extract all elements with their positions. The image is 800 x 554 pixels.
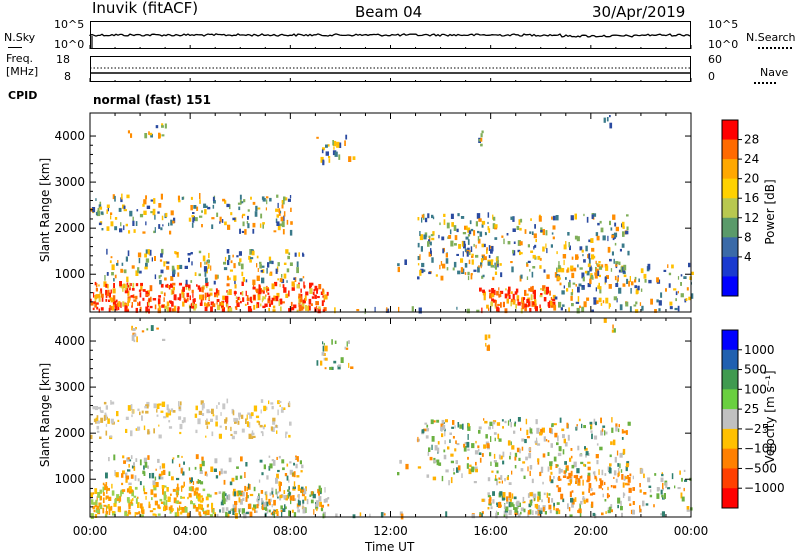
power-colorbar-swatch (722, 256, 738, 277)
power-colorbar-tick-label: 28 (744, 133, 759, 147)
power-ytick-label: 2000 (54, 221, 85, 235)
date-label: 30/Apr/2019 (592, 3, 686, 21)
velocity-colorbar-tick-label: −500 (744, 461, 777, 475)
velocity-colorbar-tick-label: 100 (744, 382, 767, 396)
xaxis-label: Time UT (365, 540, 415, 554)
velocity-colorbar-swatch (722, 389, 738, 410)
velocity-colorbar-swatch (722, 428, 738, 450)
nave-dotted-line (754, 82, 776, 84)
power-colorbar-swatch (722, 178, 738, 199)
velocity-echo-cells (90, 318, 693, 520)
velocity-ytick-label: 2000 (54, 426, 85, 440)
power-colorbar-swatch (722, 198, 738, 219)
nave-label: Nave (760, 66, 789, 79)
velocity-colorbar-tick-label: −100 (744, 442, 777, 456)
velocity-colorbar-swatch (722, 448, 738, 469)
station-title: Inuvik (fitACF) (92, 0, 199, 17)
velocity-colorbar-swatch (722, 369, 738, 390)
power-colorbar-frame (721, 119, 739, 297)
power-ytick-label: 4000 (54, 129, 85, 143)
nsky-left-top: 10^5 (54, 18, 85, 31)
power-colorbar-swatch (722, 276, 738, 297)
power-colorbar-tick-label: 16 (744, 191, 759, 205)
power-ylabel: Slant Range [km] (38, 157, 52, 263)
power-echo-cells (90, 115, 694, 315)
velocity-colorbar-label: Velocity [m s⁻¹] (763, 370, 777, 464)
velocity-colorbar-tick-label: −1000 (744, 481, 785, 495)
xtick-label: 20:00 (574, 524, 609, 538)
nsky-right-top: 10^5 (708, 18, 739, 31)
velocity-colorbar-tick-label: 500 (744, 363, 767, 377)
xtick-label: 00:00 (73, 524, 108, 538)
power-colorbar-swatch (722, 120, 738, 141)
velocity-colorbar-swatch (722, 468, 738, 489)
xtick-label: 04:00 (173, 524, 208, 538)
power-ytick-label: 3000 (54, 175, 85, 189)
nsearch-label: N.Search (746, 31, 796, 44)
power-colorbar-label: Power [dB] (763, 179, 777, 245)
xtick-label: 00:00 (674, 524, 709, 538)
velocity-colorbar-swatch (722, 409, 738, 430)
velocity-ylabel: Slant Range [km] (38, 362, 52, 468)
nsky-label-underline (8, 47, 22, 48)
freq-right-top: 60 (708, 53, 722, 66)
power-colorbar-tick-label: 8 (744, 230, 752, 244)
velocity-colorbar-frame (721, 329, 739, 509)
nsearch-dotted-line (758, 47, 792, 49)
velocity-ytick-label: 1000 (54, 472, 85, 486)
power-colorbar-tick-label: 12 (744, 211, 759, 225)
velocity-ytick-label: 4000 (54, 334, 85, 348)
beam-label: Beam 04 (355, 3, 423, 21)
freq-left-bottom: 8 (64, 70, 71, 83)
cpid-value: normal (fast) 151 (93, 93, 211, 107)
velocity-colorbar-tick-label: 25 (744, 402, 759, 416)
power-colorbar-swatch (722, 159, 738, 180)
velocity-colorbar-tick-label: 1000 (744, 343, 775, 357)
power-colorbar-tick-label: 20 (744, 172, 759, 186)
freq-right-bottom: 0 (708, 70, 715, 83)
nsky-left-bottom: 10^0 (54, 38, 85, 51)
velocity-ytick-label: 3000 (54, 380, 85, 394)
power-colorbar-tick-label: 4 (744, 250, 752, 264)
freq-unit-label: [MHz] (6, 65, 39, 78)
nsky-trace (89, 33, 691, 38)
power-frame (89, 112, 692, 313)
power-colorbar-swatch (722, 237, 738, 258)
nsky-label: N.Sky (4, 31, 36, 44)
cpid-label: CPID (8, 89, 38, 102)
velocity-colorbar-tick-label: −25 (744, 422, 769, 436)
xtick-label: 12:00 (373, 524, 408, 538)
xtick-label: 16:00 (473, 524, 508, 538)
velocity-colorbar-swatch (722, 488, 738, 509)
power-colorbar-tick-label: 24 (744, 152, 759, 166)
velocity-colorbar-swatch (722, 330, 738, 351)
power-colorbar-swatch (722, 217, 738, 238)
power-colorbar-swatch (722, 139, 738, 160)
freq-label: Freq. (6, 52, 34, 65)
power-ytick-label: 1000 (54, 267, 85, 281)
velocity-colorbar-swatch (722, 349, 738, 371)
freq-left-top: 18 (56, 53, 70, 66)
xtick-label: 08:00 (273, 524, 308, 538)
nsky-right-bottom: 10^0 (708, 38, 739, 51)
